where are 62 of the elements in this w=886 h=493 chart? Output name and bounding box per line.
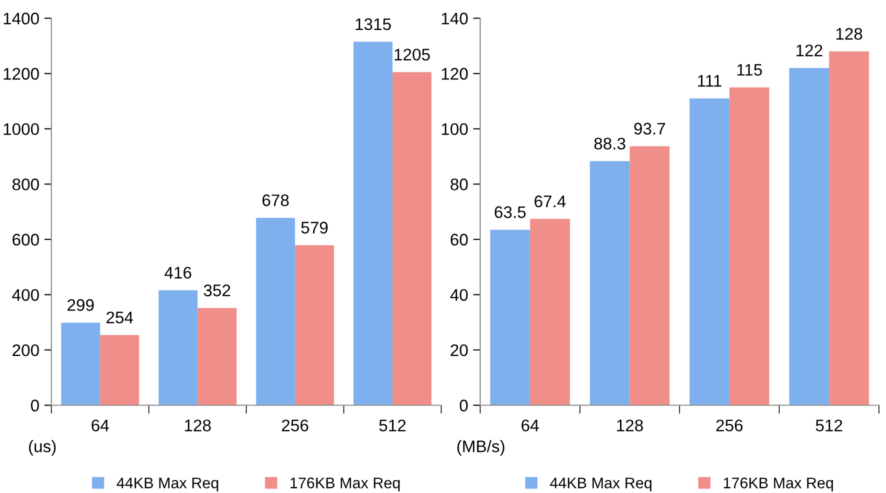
x-tick-label: 256 [282, 420, 308, 432]
bar [630, 146, 670, 406]
bar [354, 42, 392, 406]
data-label: 1315 [356, 18, 391, 30]
y-tick-label: 400 [12, 289, 39, 301]
y-tick-label: 600 [12, 234, 39, 246]
data-label: 254 [106, 312, 134, 324]
y-tick-label: 20 [450, 344, 468, 356]
data-label: 122 [796, 44, 822, 56]
data-label: 93.7 [634, 122, 666, 135]
data-label: 1205 [394, 48, 430, 61]
data-label: 88.3 [594, 138, 626, 150]
y-tick-label: 120 [442, 68, 468, 80]
data-label: 67.4 [534, 196, 566, 208]
bar [392, 72, 432, 406]
bar [61, 322, 100, 406]
bar [590, 161, 630, 406]
legend-label: 176KB Max Req [724, 478, 833, 492]
y-tick-label: 200 [12, 344, 39, 356]
y-tick-label: 800 [12, 178, 39, 190]
x-tick-label: 128 [617, 420, 643, 432]
y-tick-label: 1200 [4, 68, 39, 80]
y-tick-label: 140 [442, 12, 468, 24]
y-axis-title: (MB/s) [457, 440, 504, 456]
bar [690, 98, 730, 406]
data-label: 111 [698, 75, 722, 87]
x-tick-label: 256 [716, 420, 743, 432]
data-label: 352 [204, 284, 230, 296]
data-label: 299 [68, 299, 94, 311]
y-tick-label: 80 [450, 178, 468, 190]
bar [158, 290, 198, 406]
data-label: 416 [164, 266, 192, 279]
x-tick-label: 512 [379, 420, 406, 432]
bar [198, 308, 237, 406]
x-tick-label: 512 [816, 420, 842, 432]
bar [295, 245, 334, 406]
data-label: 128 [836, 28, 862, 40]
data-label: 579 [301, 222, 328, 234]
data-label: 115 [737, 64, 762, 76]
y-tick-label: 60 [450, 234, 468, 246]
bar [100, 335, 140, 406]
y-axis-title: (us) [29, 440, 56, 456]
y-tick-label: 0 [30, 400, 39, 412]
legend-label: 176KB Max Req [290, 478, 400, 492]
legend-label: 44KB Max Req [550, 478, 652, 492]
x-tick-label: 64 [522, 420, 539, 432]
y-tick-label: 40 [450, 289, 468, 301]
y-tick-label: 1400 [4, 12, 39, 24]
x-tick-label: 128 [184, 420, 211, 432]
y-tick-label: 0 [460, 400, 468, 412]
x-tick-label: 64 [92, 420, 109, 432]
legend-label: 44KB Max Req [116, 478, 218, 492]
data-label: 678 [262, 194, 289, 206]
data-label: 63.5 [494, 206, 526, 218]
bar [829, 51, 869, 406]
y-tick-label: 1000 [4, 123, 39, 136]
bar [789, 68, 830, 406]
bar [490, 230, 530, 406]
bar [256, 218, 296, 406]
y-tick-label: 100 [442, 123, 468, 136]
bar [729, 87, 770, 406]
bar [530, 218, 570, 406]
